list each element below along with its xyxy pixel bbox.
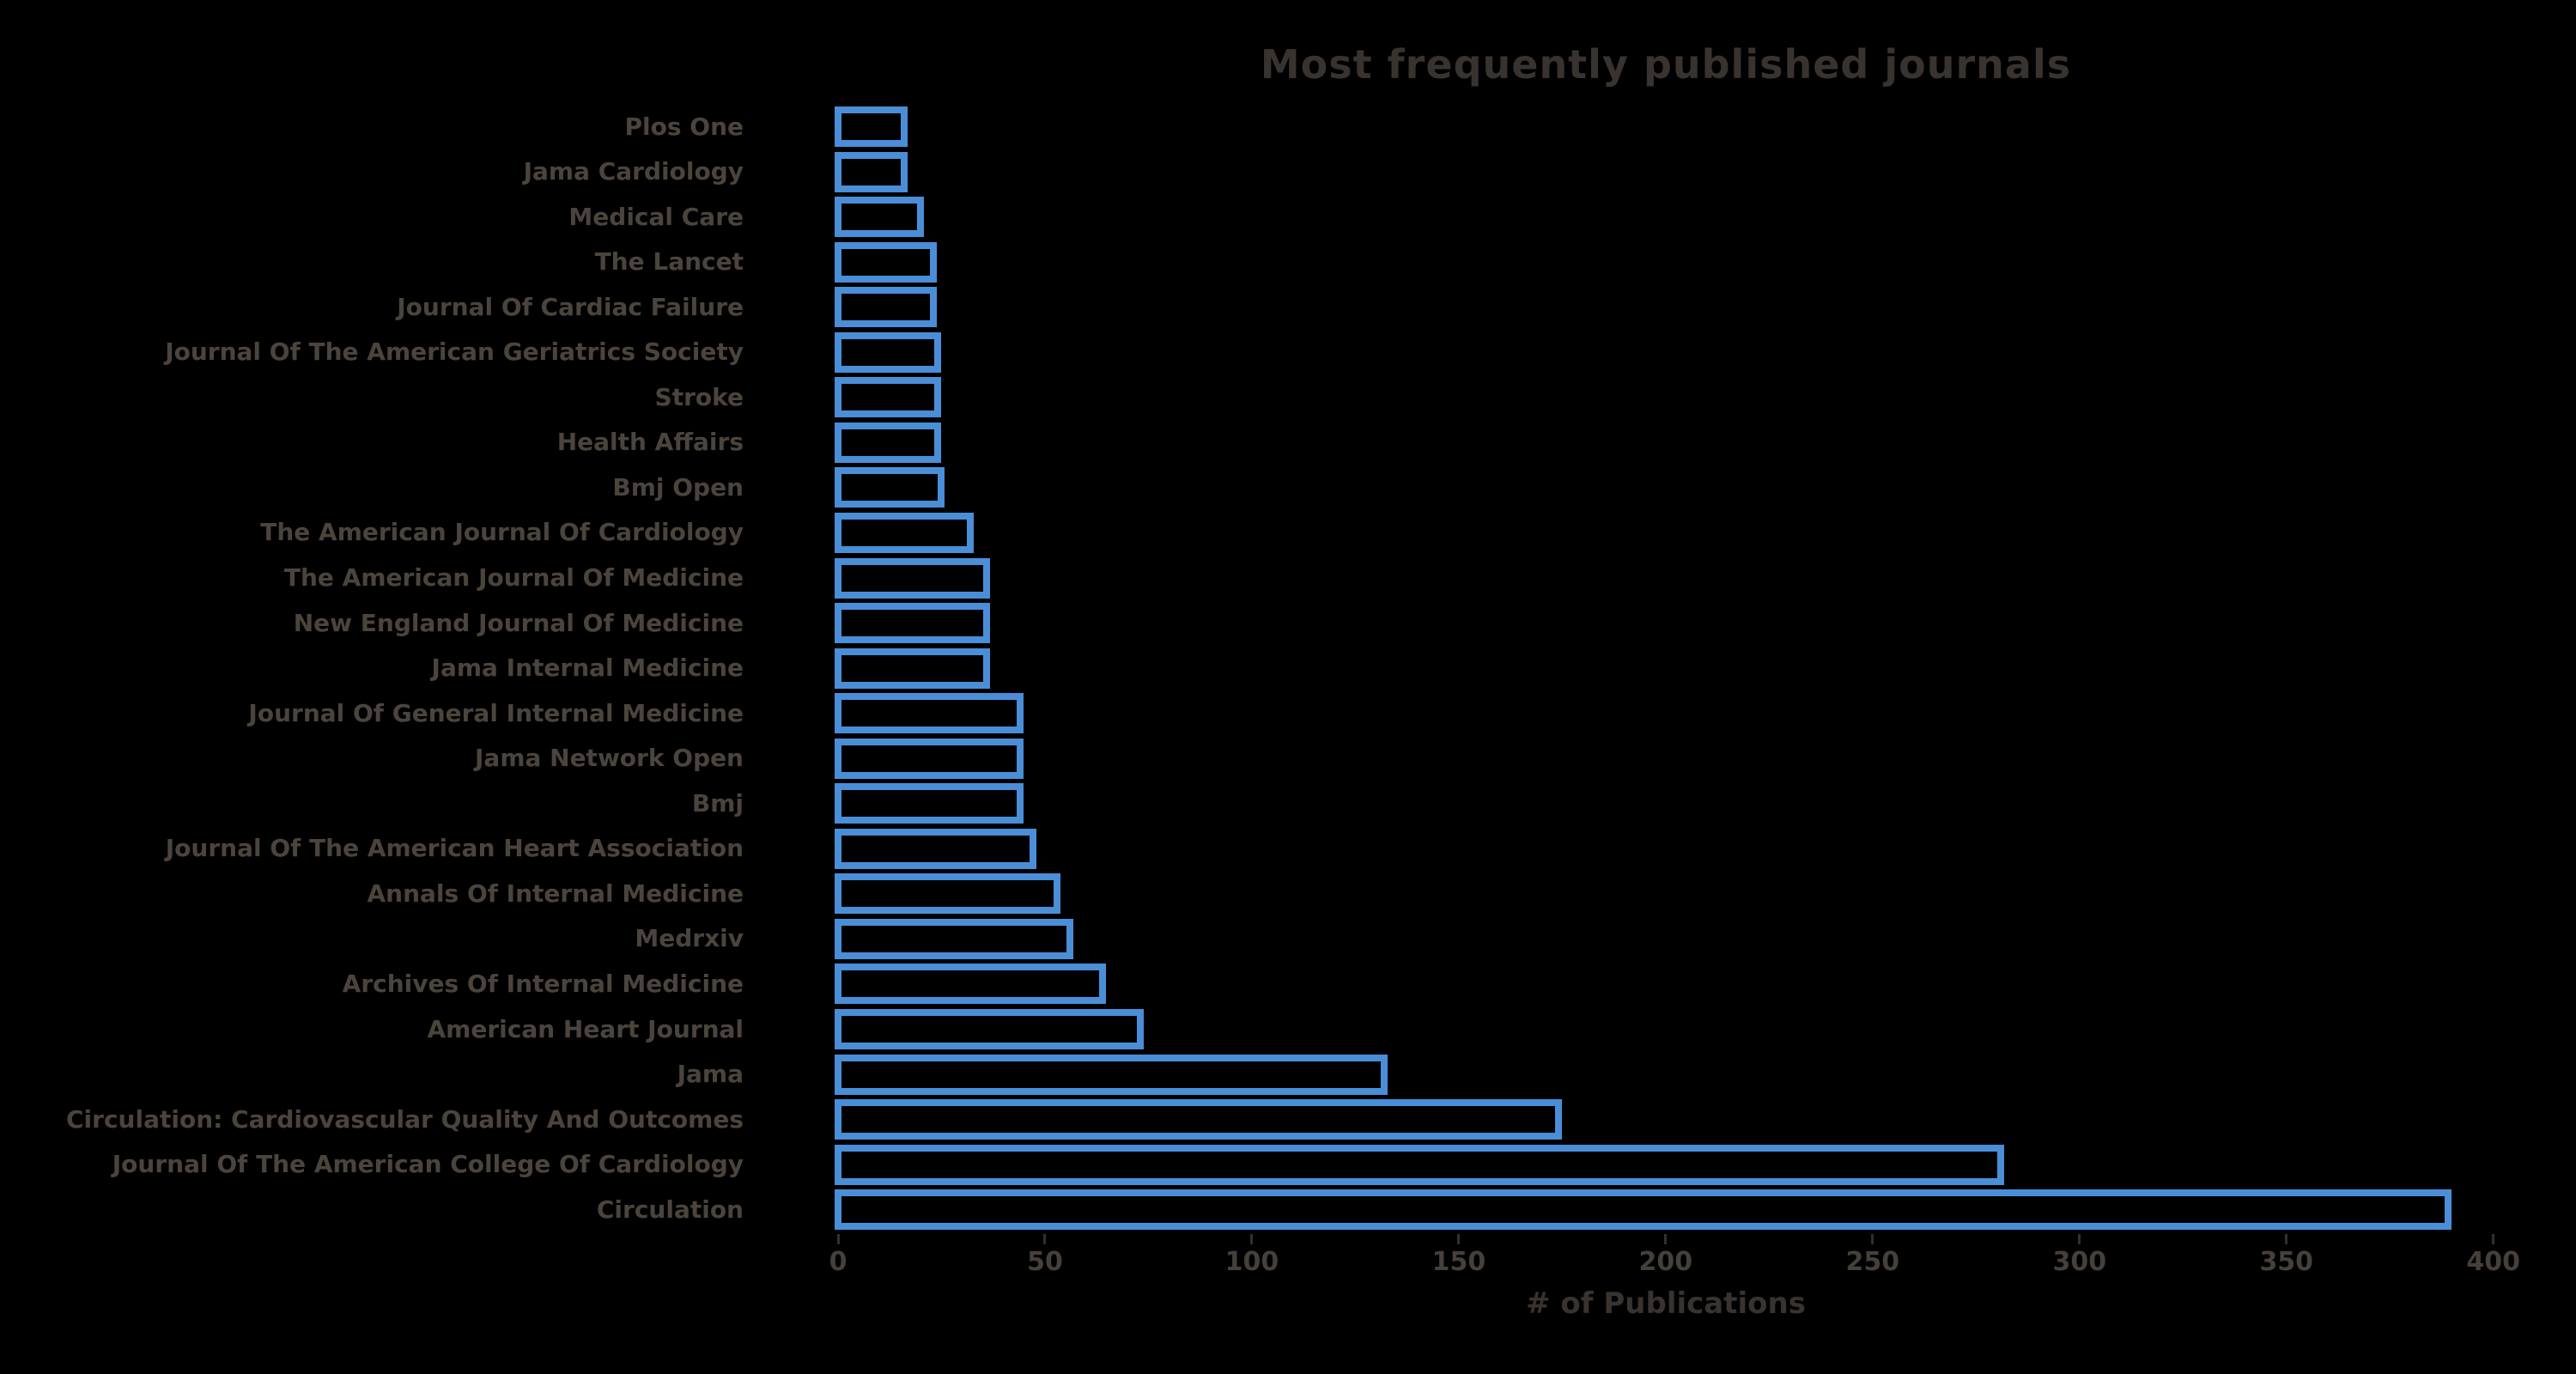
chart-title: Most frequently published journals — [1260, 41, 2072, 88]
journal-label: Medrxiv — [635, 924, 744, 953]
x-tick-mark — [2285, 1234, 2288, 1244]
journal-bar — [835, 557, 991, 599]
journal-bar — [835, 287, 937, 328]
journal-bar — [835, 106, 908, 147]
journal-label: New England Journal Of Medicine — [293, 608, 744, 637]
journal-label: Jama Network Open — [475, 744, 744, 773]
journal-label: Medical Care — [568, 202, 744, 231]
journal-bar — [835, 241, 937, 283]
journal-label: The American Journal Of Medicine — [283, 563, 744, 592]
journal-bar — [835, 422, 941, 463]
x-tick-mark — [836, 1234, 840, 1244]
x-tick-mark — [2492, 1234, 2495, 1244]
x-axis-label: # of Publications — [1526, 1286, 1806, 1321]
journal-label: Stroke — [654, 382, 744, 411]
journal-bar — [835, 1099, 1562, 1140]
journal-label: Journal Of The American Heart Associatio… — [165, 834, 744, 863]
journal-label: Jama — [677, 1060, 744, 1089]
journal-label: Circulation — [596, 1195, 744, 1224]
x-tick-label: 300 — [2052, 1247, 2107, 1277]
journal-bar — [835, 783, 1024, 824]
journal-bar — [835, 964, 1107, 1005]
journal-label: Journal Of The American Geriatrics Socie… — [165, 337, 744, 367]
journal-bar — [835, 1144, 2005, 1185]
x-tick-mark — [1664, 1234, 1668, 1244]
journal-bar — [835, 1054, 1388, 1095]
x-tick-label: 250 — [1845, 1247, 1900, 1277]
journal-bar — [835, 197, 925, 238]
journal-bar — [835, 873, 1061, 915]
x-tick-mark — [1457, 1234, 1461, 1244]
journal-label: Bmj — [691, 788, 744, 818]
x-tick-mark — [1871, 1234, 1874, 1244]
journal-bar — [835, 918, 1073, 959]
journal-bar — [835, 1189, 2451, 1231]
journal-bar — [835, 467, 945, 508]
journal-bar — [835, 693, 1024, 734]
x-tick-label: 400 — [2466, 1247, 2521, 1277]
x-tick-label: 100 — [1224, 1247, 1279, 1277]
x-tick-label: 350 — [2259, 1247, 2314, 1277]
x-tick-mark — [2078, 1234, 2081, 1244]
journal-label: Annals Of Internal Medicine — [367, 879, 744, 908]
x-tick-label: 150 — [1431, 1247, 1486, 1277]
journal-label: American Heart Journal — [427, 1014, 744, 1043]
journal-bar — [835, 377, 941, 418]
x-tick-label: 0 — [829, 1247, 848, 1277]
journal-label: Archives Of Internal Medicine — [342, 969, 744, 998]
journal-label: Journal Of Cardiac Failure — [397, 292, 744, 321]
journal-label: The American Journal Of Cardiology — [260, 518, 744, 547]
journal-bar — [835, 828, 1036, 869]
journal-label: Jama Internal Medicine — [431, 654, 744, 683]
journal-bar — [835, 738, 1024, 779]
journal-bar — [835, 647, 991, 689]
journal-label: Journal Of General Internal Medicine — [248, 698, 744, 727]
journal-label: Circulation: Cardiovascular Quality And … — [66, 1104, 744, 1134]
journal-bar — [835, 151, 908, 192]
journal-bar — [835, 331, 941, 373]
x-tick-label: 200 — [1638, 1247, 1693, 1277]
journal-bar — [835, 1009, 1144, 1049]
x-tick-label: 50 — [1027, 1247, 1063, 1277]
journal-bar — [835, 603, 991, 644]
journal-label: The Lancet — [594, 247, 744, 277]
journal-label: Jama Cardiology — [523, 157, 744, 186]
journal-label: Health Affairs — [556, 428, 744, 457]
journal-label: Bmj Open — [612, 472, 744, 502]
x-tick-mark — [1250, 1234, 1254, 1244]
journal-label: Journal Of The American College Of Cardi… — [112, 1150, 744, 1179]
x-tick-mark — [1043, 1234, 1047, 1244]
journal-label: Plos One — [624, 112, 744, 141]
journal-bar — [835, 512, 975, 553]
